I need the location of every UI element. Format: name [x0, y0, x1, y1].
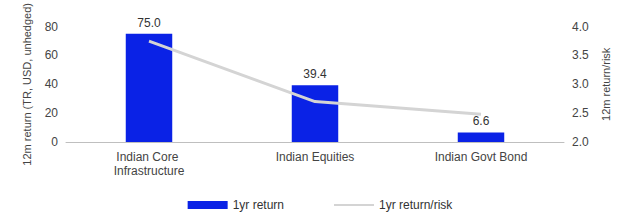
- svg-text:12m return (TR, USD, unhedged): 12m return (TR, USD, unhedged): [21, 3, 33, 166]
- svg-text:2.5: 2.5: [572, 106, 589, 120]
- svg-text:Infrastructure: Infrastructure: [114, 164, 185, 178]
- svg-text:Indian Equities: Indian Equities: [276, 150, 355, 164]
- svg-text:12m return/risk: 12m return/risk: [600, 47, 612, 121]
- svg-text:3.0: 3.0: [572, 77, 589, 91]
- svg-text:40: 40: [45, 77, 59, 91]
- svg-text:6.6: 6.6: [473, 114, 490, 128]
- svg-text:4.0: 4.0: [572, 20, 589, 34]
- svg-text:80: 80: [45, 20, 59, 34]
- svg-text:3.5: 3.5: [572, 48, 589, 62]
- svg-text:39.4: 39.4: [303, 67, 327, 81]
- svg-text:1yr return: 1yr return: [233, 198, 284, 212]
- svg-text:20: 20: [45, 106, 59, 120]
- svg-text:60: 60: [45, 48, 59, 62]
- svg-text:Indian Core: Indian Core: [116, 150, 181, 164]
- svg-text:1yr return/risk: 1yr return/risk: [379, 198, 453, 212]
- svg-text:2.0: 2.0: [572, 135, 589, 149]
- svg-text:75.0: 75.0: [137, 16, 161, 30]
- svg-text:0: 0: [51, 135, 58, 149]
- svg-text:Indian Govt Bond: Indian Govt Bond: [435, 150, 528, 164]
